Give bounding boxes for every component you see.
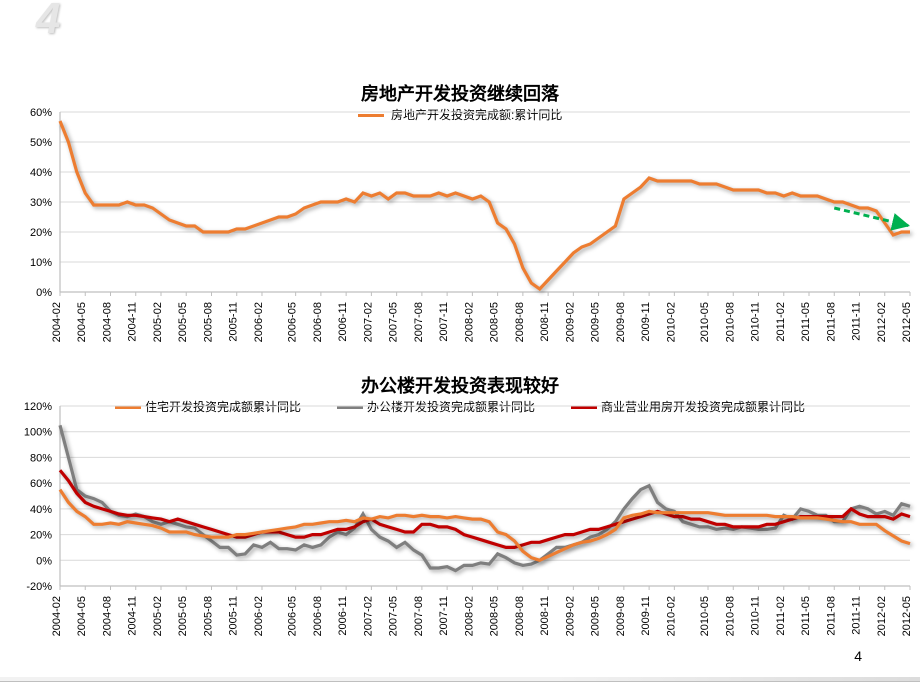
svg-text:2007-02: 2007-02 <box>362 596 374 636</box>
svg-text:2008-02: 2008-02 <box>463 596 475 636</box>
svg-text:2010-02: 2010-02 <box>665 596 677 636</box>
svg-text:2009-02: 2009-02 <box>564 596 576 636</box>
svg-text:2004-11: 2004-11 <box>127 596 139 636</box>
svg-text:40%: 40% <box>30 504 52 516</box>
svg-text:2006-05: 2006-05 <box>287 596 299 636</box>
svg-text:20%: 20% <box>30 530 52 542</box>
svg-text:2007-05: 2007-05 <box>388 596 400 636</box>
svg-text:2011-08: 2011-08 <box>825 596 837 636</box>
chart2-svg: -20% 0% 20% 40% 60% 80% 100% 120% 2004-02 2004-05… <box>0 0 920 690</box>
svg-text:2005-05: 2005-05 <box>177 596 189 636</box>
svg-text:120%: 120% <box>24 401 52 413</box>
svg-text:2011-05: 2011-05 <box>800 596 812 636</box>
svg-text:0%: 0% <box>36 555 52 567</box>
svg-text:2006-11: 2006-11 <box>337 596 349 636</box>
svg-text:2006-08: 2006-08 <box>312 596 324 636</box>
svg-text:2010-05: 2010-05 <box>699 596 711 636</box>
svg-text:2012-05: 2012-05 <box>901 596 913 636</box>
svg-text:2008-05: 2008-05 <box>489 596 501 636</box>
svg-text:2009-05: 2009-05 <box>590 596 602 636</box>
svg-text:2005-02: 2005-02 <box>152 596 164 636</box>
svg-text:2005-08: 2005-08 <box>202 596 214 636</box>
footer-line <box>0 677 920 682</box>
page-number-bottom: 4 <box>854 648 862 664</box>
svg-text:2004-02: 2004-02 <box>51 596 63 636</box>
svg-text:2005-11: 2005-11 <box>228 596 240 636</box>
svg-text:2004-08: 2004-08 <box>101 596 113 636</box>
svg-text:80%: 80% <box>30 452 52 464</box>
svg-text:2010-08: 2010-08 <box>724 596 736 636</box>
svg-text:2009-11: 2009-11 <box>640 596 652 636</box>
svg-text:2008-11: 2008-11 <box>539 596 551 636</box>
svg-text:2007-11: 2007-11 <box>438 596 450 636</box>
svg-text:100%: 100% <box>24 427 52 439</box>
svg-text:2006-02: 2006-02 <box>253 596 265 636</box>
svg-text:2012-02: 2012-02 <box>876 596 888 636</box>
svg-text:60%: 60% <box>30 478 52 490</box>
svg-text:-20%: -20% <box>26 581 52 593</box>
svg-text:2004-05: 2004-05 <box>76 596 88 636</box>
svg-text:2007-08: 2007-08 <box>413 596 425 636</box>
svg-text:2010-11: 2010-11 <box>750 596 762 636</box>
svg-text:2011-11: 2011-11 <box>851 596 863 635</box>
svg-text:2011-02: 2011-02 <box>775 596 787 636</box>
svg-text:2009-08: 2009-08 <box>615 596 627 636</box>
svg-text:2008-08: 2008-08 <box>514 596 526 636</box>
